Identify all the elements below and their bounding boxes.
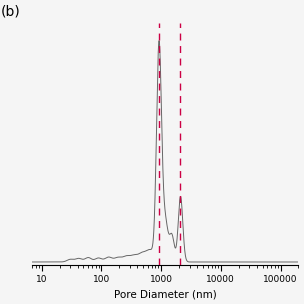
Text: (b): (b): [1, 4, 20, 18]
X-axis label: Pore Diameter (nm): Pore Diameter (nm): [114, 290, 217, 300]
